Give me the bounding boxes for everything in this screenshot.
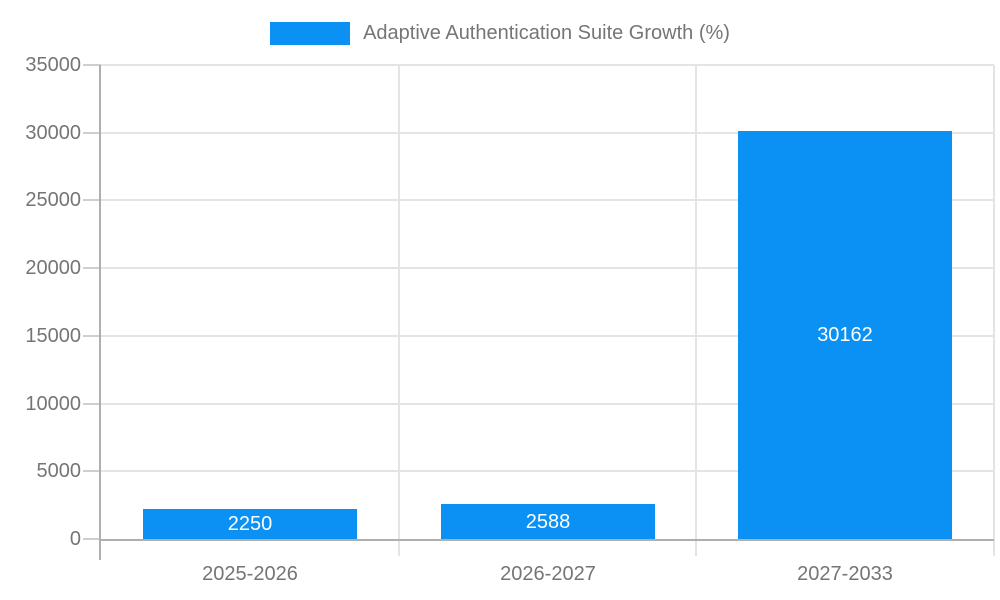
x-axis-line — [99, 539, 994, 541]
chart-legend: Adaptive Authentication Suite Growth (%) — [0, 20, 1000, 46]
y-gridline — [101, 64, 994, 66]
y-tick-label: 35000 — [25, 54, 81, 76]
x-axis-label: 2025-2026 — [202, 563, 298, 585]
y-tick-label: 30000 — [25, 121, 81, 144]
category-boundary-gridline — [993, 65, 995, 556]
y-gridline — [101, 334, 994, 337]
y-tick-label: 25000 — [25, 189, 81, 212]
y-gridline — [101, 470, 994, 473]
bar: 30162 — [738, 131, 952, 539]
bar: 2250 — [143, 509, 357, 539]
legend-swatch — [270, 21, 351, 45]
y-tick-label: 5000 — [36, 460, 82, 483]
y-axis-tick — [83, 334, 101, 337]
x-axis-label: 2026-2027 — [500, 563, 596, 585]
legend-label: Adaptive Authentication Suite Growth (%) — [363, 21, 730, 44]
y-tick-label: 15000 — [25, 324, 81, 347]
y-axis-tick — [83, 402, 101, 405]
y-axis-tick — [83, 538, 101, 540]
y-tick-label: 0 — [69, 528, 81, 550]
bar-value-label: 2588 — [525, 510, 571, 533]
category-boundary-gridline — [695, 65, 697, 556]
y-tick-label: 10000 — [25, 392, 81, 415]
y-gridline — [101, 402, 994, 405]
bar: 2588 — [441, 504, 655, 539]
bar-value-label: 2250 — [227, 513, 273, 535]
y-axis-tick — [83, 470, 101, 473]
y-axis-tick — [83, 131, 101, 134]
y-axis-tick — [83, 267, 101, 270]
x-axis-label: 2027-2033 — [797, 563, 893, 585]
y-axis-tick — [83, 199, 101, 202]
bar-value-label: 30162 — [817, 324, 873, 346]
y-gridline — [101, 199, 994, 202]
y-axis-tick — [83, 64, 101, 66]
y-tick-label: 20000 — [25, 257, 81, 280]
category-boundary-gridline — [398, 65, 400, 556]
y-axis-line — [99, 65, 101, 560]
y-gridline — [101, 267, 994, 270]
y-gridline — [101, 131, 994, 134]
